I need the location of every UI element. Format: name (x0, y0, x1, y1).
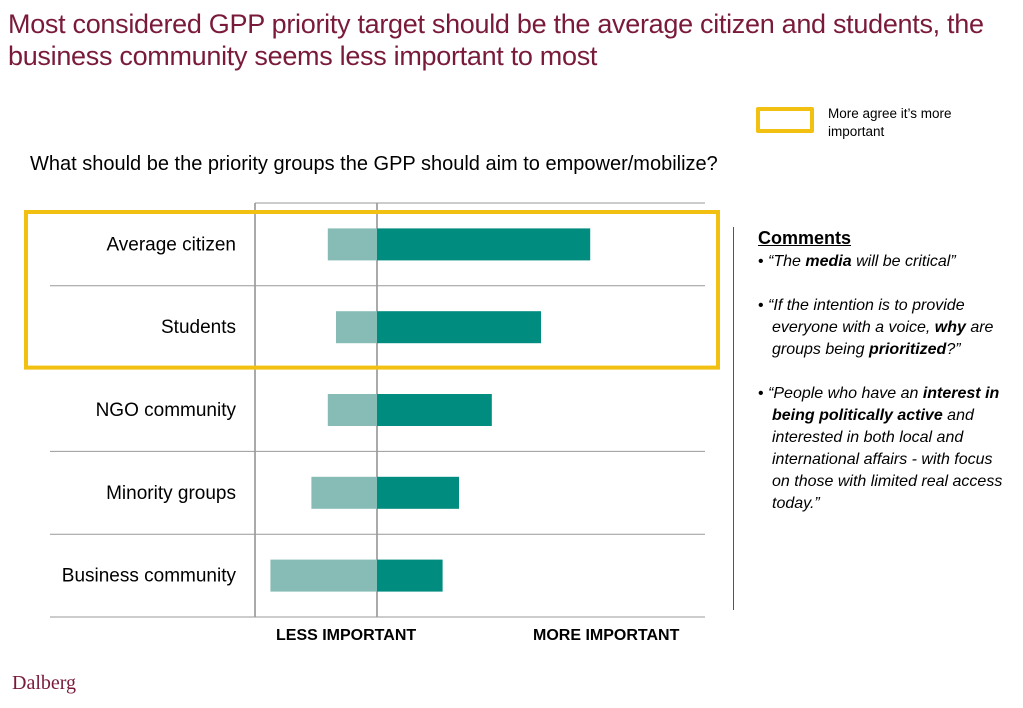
comment-emphasis: prioritized (868, 341, 947, 358)
category-label: Minority groups (106, 483, 236, 504)
bar-more-important (377, 394, 492, 426)
category-label: NGO community (96, 400, 237, 421)
comment-item: • “People who have an interest in being … (758, 383, 1008, 515)
comment-item: • “If the intention is to provide everyo… (758, 295, 1008, 361)
chart-question: What should be the priority groups the G… (30, 153, 718, 175)
bar-less-important (270, 559, 377, 592)
bar-less-important (311, 476, 377, 509)
bar-more-important (377, 559, 443, 592)
comment-text: “People who have an (768, 385, 923, 402)
bar-more-important (377, 476, 459, 509)
bullet-icon: • (758, 385, 769, 402)
bar-less-important (336, 311, 377, 344)
category-label: Average citizen (106, 234, 236, 255)
category-label: Business community (62, 566, 237, 587)
category-label: Students (161, 317, 236, 338)
highlight-box (24, 210, 720, 370)
comment-item: • “The media will be critical” (758, 251, 1008, 273)
bar-less-important (327, 394, 377, 426)
comment-text: “The (768, 253, 806, 270)
page-title: Most considered GPP priority target shou… (8, 9, 984, 71)
comments-title: Comments (758, 228, 852, 248)
bar-less-important (327, 228, 377, 261)
bullet-icon: • (758, 297, 769, 314)
comment-text: “If the intention is to provide everyone… (768, 297, 965, 336)
less-important-label: LESS IMPORTANT (276, 627, 417, 644)
comment-text: will be critical” (851, 253, 956, 270)
dalberg-logo: Dalberg (12, 672, 77, 694)
bullet-icon: • (758, 253, 769, 270)
bar-more-important (377, 228, 591, 261)
comment-emphasis: media (805, 253, 852, 270)
comments-list: • “The media will be critical” • “If the … (758, 251, 1008, 515)
legend-swatch (756, 107, 814, 133)
comments-panel: Comments • “The media will be critical” •… (733, 227, 1008, 610)
comment-emphasis: interest in being politically active (772, 385, 1000, 424)
comment-text: and interested in both local and interna… (772, 407, 1003, 512)
comment-emphasis: why (934, 319, 966, 336)
bar-more-important (377, 311, 541, 344)
legend-label: More agree it’s more important (828, 106, 952, 139)
more-important-label: MORE IMPORTANT (533, 627, 680, 644)
comment-text: ?” (946, 341, 961, 358)
comment-text: are groups being (772, 319, 994, 358)
